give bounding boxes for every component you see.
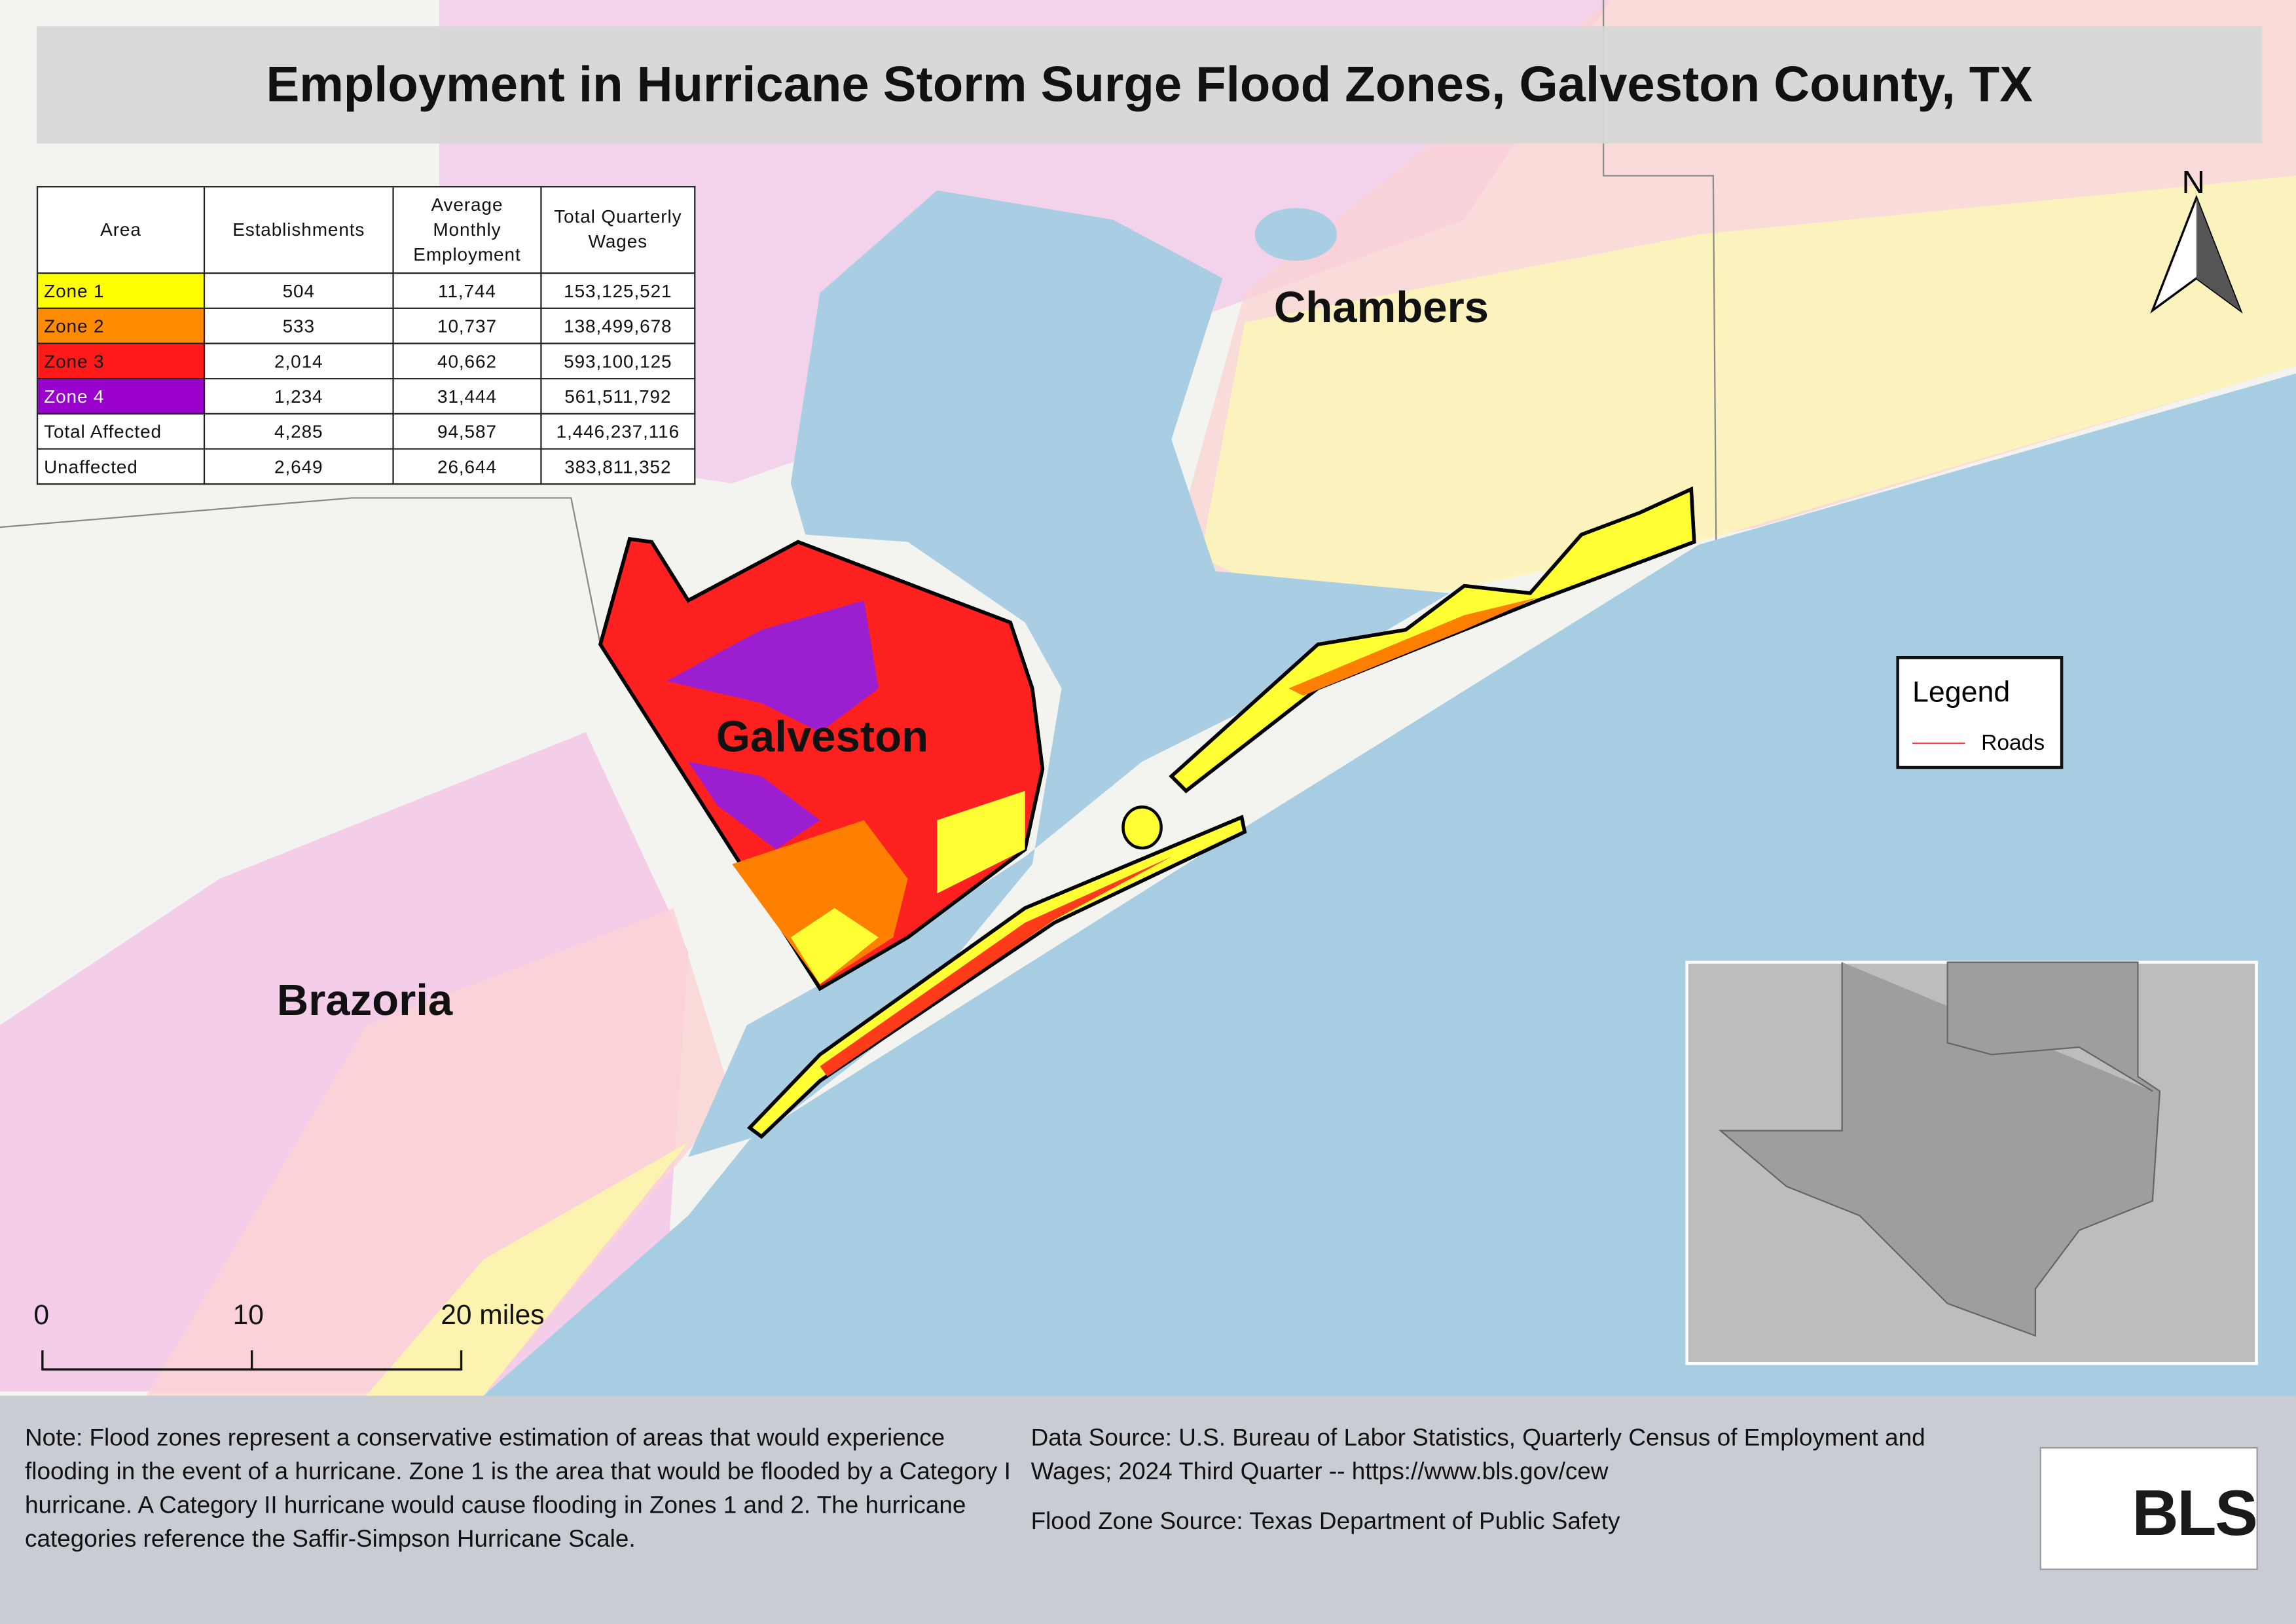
row-label: Total Affected — [36, 413, 206, 450]
cell: 1,234 — [203, 378, 394, 415]
logo: BLS — [2039, 1447, 2258, 1570]
land-shading — [366, 1142, 689, 1396]
table-row: Zone 4 1,234 31,444 561,511,792 — [36, 378, 696, 415]
column-header: Area — [36, 186, 206, 274]
map-label: Chambers — [1273, 284, 1489, 333]
title: Employment in Hurricane Storm Surge Floo… — [266, 56, 2033, 113]
scale-bar — [41, 1350, 463, 1371]
zone-3-area — [820, 857, 1172, 1077]
footer: Note: Flood zones represent a conservati… — [0, 1395, 2296, 1624]
logo-text: BLS — [2132, 1477, 2257, 1550]
cell: 1,446,237,116 — [540, 413, 696, 450]
table-head: Area Establishments Average Monthly Employ… — [36, 186, 696, 274]
row-label: Zone 1 — [36, 272, 206, 309]
inset-texas — [1718, 961, 2161, 1337]
scale-label: 20 miles — [441, 1301, 545, 1332]
legend: Legend Roads — [1896, 655, 2064, 769]
legend-item: Roads — [1981, 731, 2045, 756]
flood-zone-source: Flood Zone Source: Texas Department of P… — [1030, 1508, 1620, 1535]
scale-label: 10 — [232, 1301, 264, 1332]
cell: 561,511,792 — [540, 378, 696, 415]
cell: 533 — [203, 307, 394, 344]
cell: 40,662 — [392, 342, 542, 380]
cell: 138,499,678 — [540, 307, 696, 344]
zone-4-area — [666, 600, 879, 733]
cell: 2,014 — [203, 342, 394, 380]
lake — [1254, 208, 1338, 261]
table-row: Total Affected 4,285 94,587 1,446,237,116 — [36, 413, 696, 450]
row-label: Unaffected — [36, 448, 206, 485]
pelican-island — [1121, 805, 1163, 850]
cell: 593,100,125 — [540, 342, 696, 380]
zone-2-area — [1288, 597, 1538, 696]
cell: 504 — [203, 272, 394, 309]
column-header: Average Monthly Employment — [392, 186, 542, 274]
land-shading — [1201, 175, 2296, 616]
cell: 26,644 — [392, 448, 542, 485]
column-header: Establishments — [203, 186, 394, 274]
cell: 94,587 — [392, 413, 542, 450]
zone-4-area — [688, 762, 820, 850]
table-body: Zone 1 504 11,744 153,125,521 Zone 2 533 10,73… — [36, 272, 696, 485]
table-row: Zone 2 533 10,737 138,499,678 — [36, 307, 696, 344]
cell: 383,811,352 — [540, 448, 696, 485]
data-source: Data Source: U.S. Bureau of Labor Statis… — [1030, 1425, 1925, 1485]
zone-1-area — [790, 908, 879, 984]
table-row: Zone 3 2,014 40,662 593,100,125 — [36, 342, 696, 380]
cell: 10,737 — [392, 307, 542, 344]
row-label: Zone 3 — [36, 342, 206, 380]
cell: 11,744 — [392, 272, 542, 309]
employment-table: Area Establishments Average Monthly Employ… — [36, 186, 696, 485]
column-header: Total Quarterly Wages — [540, 186, 696, 274]
note: Note: Flood zones represent a conservati… — [25, 1425, 1011, 1553]
cell: 4,285 — [203, 413, 394, 450]
galveston-island — [746, 815, 1247, 1139]
cell: 31,444 — [392, 378, 542, 415]
title-bar: Employment in Hurricane Storm Surge Floo… — [36, 26, 2263, 144]
map-label: Galveston — [716, 713, 929, 762]
cell: 2,649 — [203, 448, 394, 485]
table-row: Zone 1 504 11,744 153,125,521 — [36, 272, 696, 309]
map-label: Brazoria — [276, 976, 453, 1025]
bay — [688, 190, 1450, 1157]
land-shading — [146, 908, 733, 1396]
legend-swatch — [1912, 742, 1965, 745]
header-row: Area Establishments Average Monthly Employ… — [36, 186, 696, 274]
county-line — [0, 497, 602, 645]
north-label: N — [2181, 164, 2206, 201]
legend-title: Legend — [1912, 676, 2011, 709]
row-label: Zone 4 — [36, 378, 206, 415]
row-label: Zone 2 — [36, 307, 206, 344]
cell: 153,125,521 — [540, 272, 696, 309]
zone-1-area — [937, 790, 1025, 894]
table-row: Unaffected 2,649 26,644 383,811,352 — [36, 448, 696, 485]
scale-label: 0 — [33, 1301, 50, 1332]
